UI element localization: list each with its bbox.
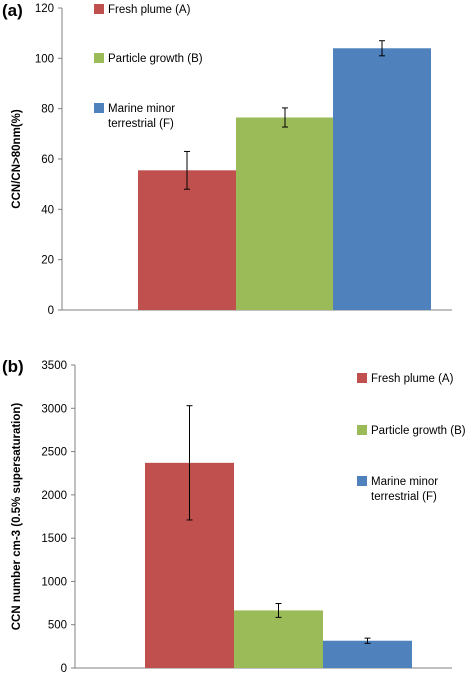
y-tick-label: 2000 bbox=[41, 490, 67, 502]
y-tick-label: 500 bbox=[48, 620, 67, 632]
y-tick-label: 20 bbox=[41, 255, 54, 267]
legend-swatch bbox=[94, 103, 104, 113]
y-tick-label: 2500 bbox=[41, 447, 67, 459]
legend-label: Fresh plume (A) bbox=[108, 4, 191, 16]
panel-label: (a) bbox=[2, 1, 23, 20]
legend-swatch bbox=[357, 425, 367, 435]
y-axis-title: CCN number cm-3 (0.5% supersaturation) bbox=[11, 403, 23, 631]
y-tick-label: 60 bbox=[41, 154, 54, 166]
panel-label: (b) bbox=[2, 357, 24, 376]
y-tick-label: 1000 bbox=[41, 576, 67, 588]
legend-label: Marine minor bbox=[108, 103, 175, 115]
bar-3 bbox=[323, 640, 412, 668]
y-tick-label: 3500 bbox=[41, 360, 67, 372]
legend: Fresh plume (A) Particle growth (B) Marine… bbox=[94, 4, 203, 130]
chart-panel-b: (b) 0 500 1000 1500 2000 2500 3000 3500 CCN numbe… bbox=[2, 357, 466, 675]
bar-2 bbox=[234, 610, 323, 668]
legend-swatch bbox=[94, 4, 104, 14]
y-tick-label: 80 bbox=[41, 104, 54, 116]
y-tick-label: 120 bbox=[35, 3, 54, 15]
y-axis-title: CCN/CN>80nm(%) bbox=[11, 109, 23, 209]
legend-label: Particle growth (B) bbox=[371, 425, 466, 437]
legend-swatch bbox=[94, 53, 104, 63]
legend-label: terrestrial (F) bbox=[108, 118, 174, 130]
y-tick-label: 100 bbox=[35, 53, 54, 65]
legend-label: Fresh plume (A) bbox=[371, 373, 454, 385]
legend: Fresh plume (A) Particle growth (B) Marine… bbox=[357, 373, 466, 503]
bar-1 bbox=[138, 170, 236, 310]
y-tick-label: 40 bbox=[41, 204, 54, 216]
bar-2 bbox=[236, 117, 334, 310]
legend-label: Particle growth (B) bbox=[108, 53, 203, 65]
y-tick-label: 0 bbox=[48, 305, 54, 317]
y-tick-label: 1500 bbox=[41, 533, 67, 545]
legend-label: terrestrial (F) bbox=[371, 491, 437, 503]
legend-label: Marine minor bbox=[371, 476, 438, 488]
chart-panel-a: (a) 0 20 40 60 80 100 120 CCN/CN>80nm(%) Fresh pl… bbox=[2, 1, 452, 317]
legend-swatch bbox=[357, 476, 367, 486]
y-tick-label: 0 bbox=[61, 663, 67, 675]
y-tick-label: 3000 bbox=[41, 403, 67, 415]
legend-swatch bbox=[357, 373, 367, 383]
bar-3 bbox=[333, 48, 431, 311]
